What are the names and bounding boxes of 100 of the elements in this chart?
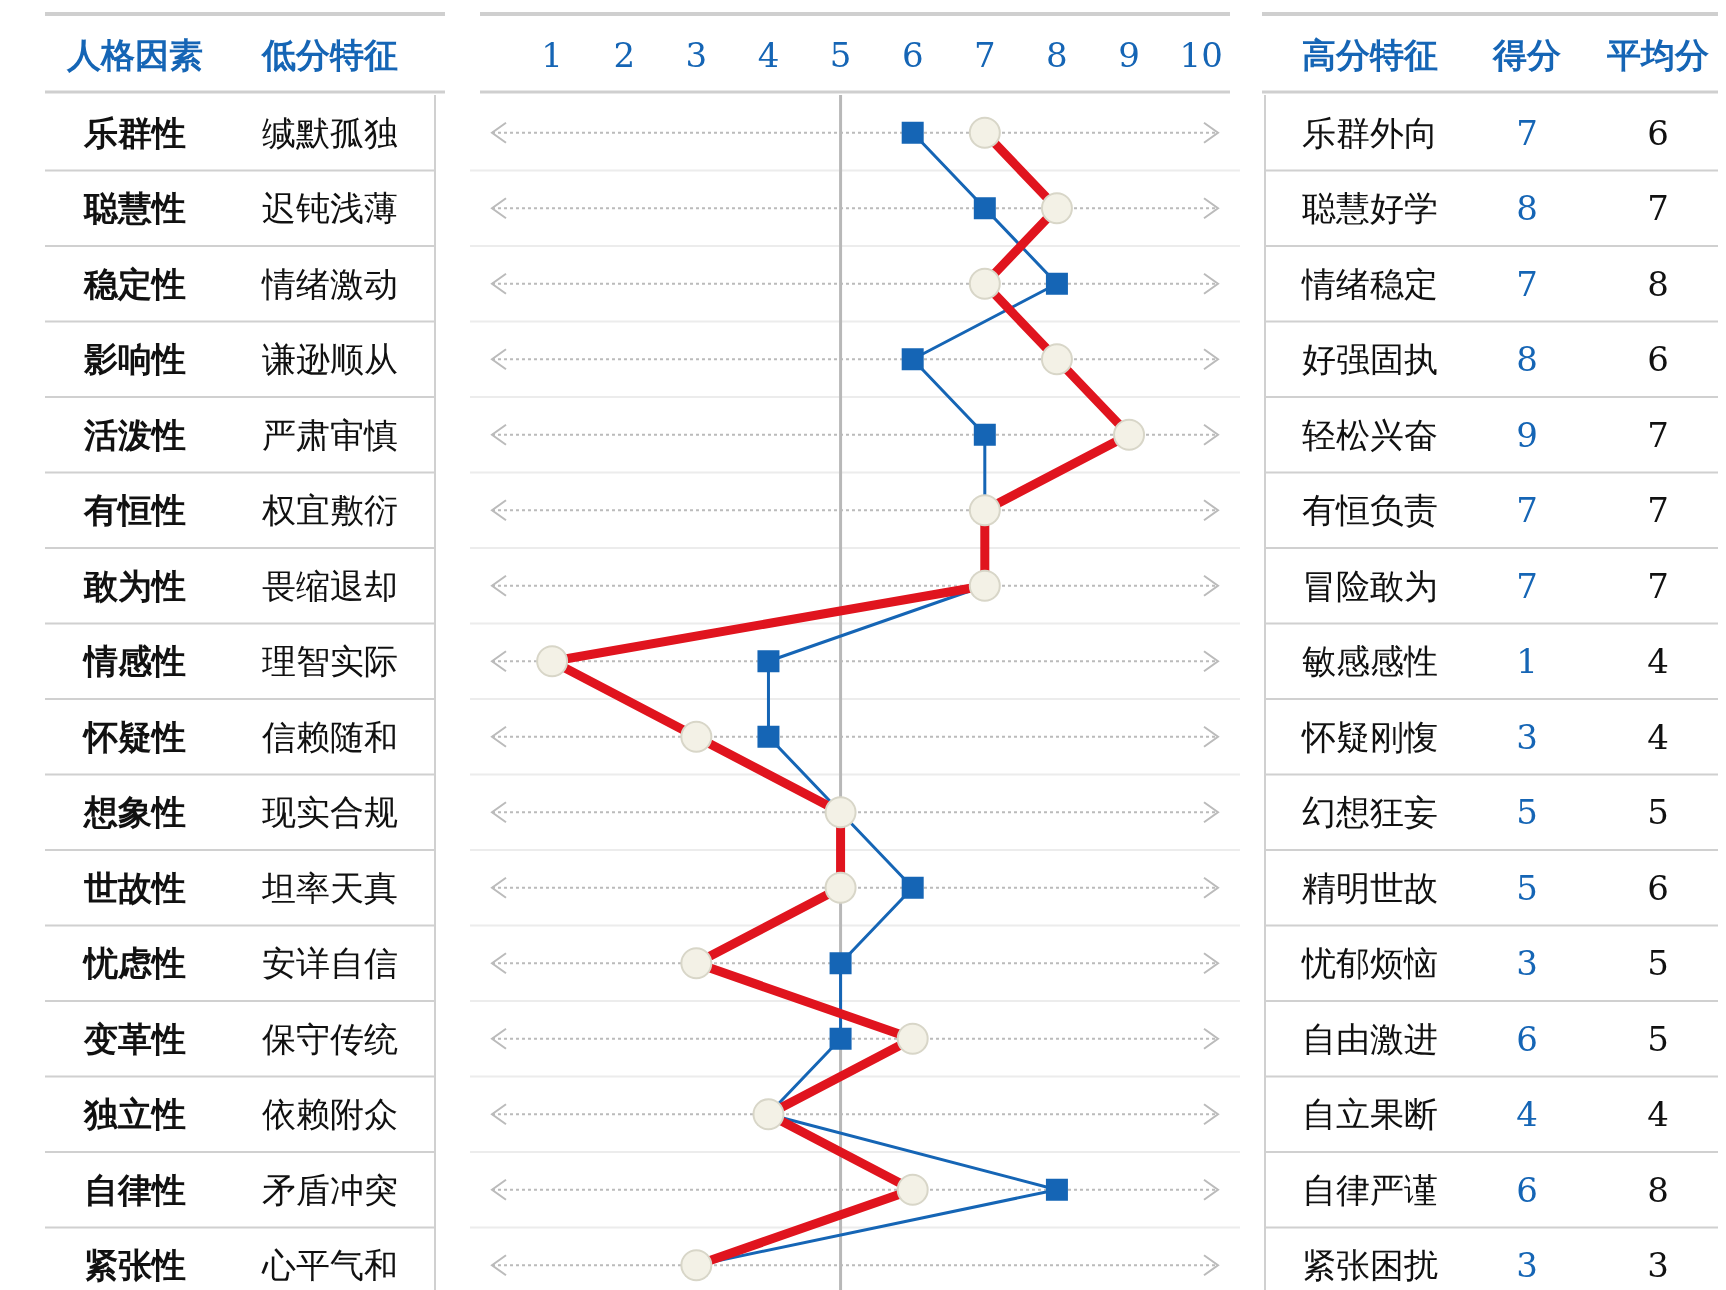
x2-tick-label: 9	[1118, 35, 1140, 75]
data-label: 7	[1647, 188, 1669, 229]
data-label: 5	[1647, 1018, 1669, 1059]
text: 自由激进	[1302, 1018, 1438, 1059]
x2-tick-label: 3	[685, 35, 708, 75]
data-label: 6	[1516, 1018, 1538, 1059]
text: 依赖附众	[262, 1094, 398, 1135]
text: 精明世故	[1302, 867, 1438, 908]
text: 轻松兴奋	[1302, 414, 1438, 455]
text: 低分特征	[260, 35, 398, 75]
text: 现实合规	[262, 792, 398, 833]
text: 畏缩退却	[262, 565, 398, 606]
text: 得分	[1492, 35, 1561, 75]
text: 怀疑刚愎	[1301, 716, 1438, 757]
y-tick-label: 情感性	[82, 641, 186, 682]
data-label: 7	[1647, 565, 1669, 606]
text: 安详自信	[262, 943, 398, 984]
point	[1045, 1178, 1068, 1201]
text: 高分特征	[1302, 35, 1438, 75]
text: 紧张困扰	[1302, 1245, 1438, 1286]
text: 情绪激动	[261, 263, 398, 304]
x2-tick-label: 6	[901, 35, 924, 75]
y-tick-label: 有恒性	[83, 490, 186, 531]
point	[901, 348, 924, 371]
data-label: 5	[1647, 943, 1669, 984]
text: 谦逊顺从	[262, 339, 398, 380]
y-tick-label: 想象性	[82, 792, 186, 833]
x2-tick-label: 7	[973, 35, 996, 75]
y-tick-label: 自律性	[84, 1169, 186, 1210]
y-tick-label: 活泼性	[83, 414, 186, 455]
y-tick-label: 聪慧性	[83, 188, 186, 229]
x2-tick-label: 1	[541, 35, 563, 75]
text: 缄默孤独	[262, 112, 398, 153]
text: 坦率天真	[261, 867, 398, 908]
data-label: 1	[1516, 641, 1538, 682]
data-label: 6	[1516, 1169, 1538, 1210]
y-tick-label: 独立性	[83, 1094, 186, 1135]
data-label: 6	[1647, 867, 1669, 908]
point	[901, 121, 924, 144]
text: 自律严谨	[1302, 1169, 1438, 1210]
x2-tick-label: 4	[757, 35, 780, 75]
data-label: 7	[1516, 565, 1538, 606]
data-label: 4	[1647, 641, 1669, 682]
data-label: 7	[1516, 490, 1538, 531]
data-label: 3	[1647, 1245, 1669, 1286]
data-label: 3	[1516, 1245, 1538, 1286]
text: 聪慧好学	[1302, 188, 1438, 229]
point	[973, 423, 996, 446]
text: 好强固执	[1302, 339, 1438, 380]
data-label: 6	[1647, 112, 1669, 153]
text: 乐群外向	[1302, 112, 1438, 153]
data-label: 4	[1647, 1094, 1669, 1135]
data-label: 8	[1647, 263, 1669, 304]
point	[757, 725, 780, 748]
y-tick-label: 怀疑性	[82, 716, 186, 757]
data-label: 8	[1516, 339, 1538, 380]
point	[829, 952, 852, 975]
point	[829, 1027, 852, 1050]
text: 权宜敷衍	[261, 490, 398, 531]
point	[757, 650, 780, 673]
text: 严肃审慎	[262, 414, 398, 455]
data-label: 5	[1516, 867, 1538, 908]
text: 忧郁烦恼	[1301, 943, 1438, 984]
y-tick-label: 忧虑性	[82, 943, 186, 984]
text: 有恒负责	[1302, 490, 1438, 531]
x2-tick-label: 10	[1179, 35, 1223, 75]
text: 冒险敢为	[1302, 565, 1438, 606]
data-label: 7	[1516, 112, 1538, 153]
x2-tick-label: 8	[1046, 35, 1068, 75]
y-tick-label: 世故性	[83, 867, 186, 908]
y-tick-label: 稳定性	[83, 263, 186, 304]
x2-tick-label: 2	[613, 35, 636, 75]
text: 平均分	[1606, 35, 1709, 75]
text: 情绪稳定	[1301, 263, 1438, 304]
text: 迟钝浅薄	[262, 188, 398, 229]
text: 人格因素	[66, 35, 203, 75]
text: 敏感感性	[1302, 641, 1438, 682]
y-tick-label: 敢为性	[83, 565, 186, 606]
data-label: 7	[1647, 414, 1669, 455]
text: 自立果断	[1302, 1094, 1438, 1135]
y-tick-label: 影响性	[83, 339, 186, 380]
text: 幻想狂妄	[1302, 792, 1438, 833]
data-label: 4	[1647, 716, 1669, 757]
data-label: 8	[1516, 188, 1538, 229]
point	[1045, 272, 1068, 295]
data-label: 7	[1647, 490, 1669, 531]
point	[901, 876, 924, 899]
data-label: 3	[1516, 943, 1538, 984]
data-label: 5	[1647, 792, 1669, 833]
data-label: 3	[1516, 716, 1538, 757]
text: 矛盾冲突	[262, 1169, 398, 1210]
text: 信赖随和	[262, 716, 398, 757]
y-tick-label: 紧张性	[84, 1245, 186, 1286]
data-label: 8	[1647, 1169, 1669, 1210]
data-label: 5	[1516, 792, 1538, 833]
y-tick-label: 变革性	[83, 1018, 186, 1059]
data-label: 9	[1516, 414, 1538, 455]
text: 心平气和	[261, 1245, 398, 1286]
y-tick-label: 乐群性	[83, 112, 186, 153]
text: 理智实际	[262, 641, 398, 682]
